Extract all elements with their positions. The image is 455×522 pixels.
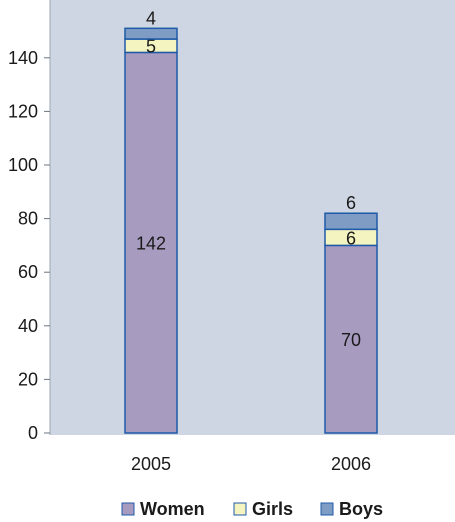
- data-label-boys-2005: 4: [146, 8, 156, 28]
- y-tick-label: 20: [18, 369, 38, 389]
- legend-label-boys: Boys: [339, 499, 383, 519]
- bar-segment-women-2005: [124, 51, 178, 434]
- data-label-women-2006: 70: [341, 330, 361, 350]
- data-label-boys-2006: 6: [346, 193, 356, 213]
- legend-swatch-girls: [233, 502, 247, 516]
- y-tick-label: 40: [18, 316, 38, 336]
- y-tick-label: 0: [28, 423, 38, 443]
- legend: Women Girls Boys: [121, 499, 383, 519]
- y-tick-label: 60: [18, 262, 38, 282]
- y-axis-ticks: 0 20 40 60 80 100 120 140: [8, 48, 50, 443]
- x-tick-label-2006: 2006: [331, 454, 371, 474]
- data-label-girls-2005: 5: [146, 37, 156, 57]
- legend-label-girls: Girls: [252, 499, 293, 519]
- y-tick-label: 80: [18, 209, 38, 229]
- legend-label-women: Women: [140, 499, 205, 519]
- legend-swatch-women: [121, 502, 135, 516]
- y-tick-label: 100: [8, 155, 38, 175]
- x-tick-label-2005: 2005: [131, 454, 171, 474]
- bar-segment-women-2006: [324, 244, 378, 434]
- bar-segment-boys-2005: [124, 27, 178, 40]
- data-label-girls-2006: 6: [346, 228, 356, 248]
- y-tick-label: 140: [8, 48, 38, 68]
- data-label-women-2005: 142: [136, 234, 166, 254]
- y-tick-label: 120: [8, 101, 38, 121]
- bar-segment-boys-2006: [324, 212, 378, 231]
- bars-group: 142 5 4 70 6 6: [124, 8, 378, 434]
- x-axis-ticks: 2005 2006: [131, 454, 371, 474]
- legend-swatch-boys: [320, 502, 334, 516]
- plot-area: [50, 0, 455, 435]
